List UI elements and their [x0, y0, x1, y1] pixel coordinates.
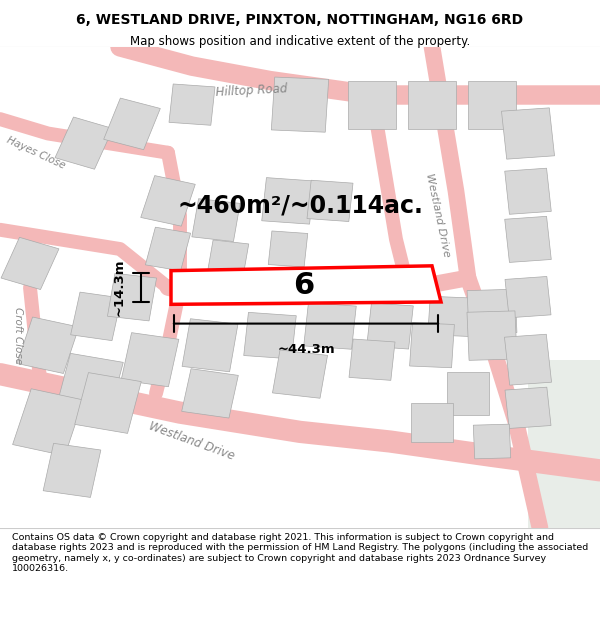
Text: ~44.3m: ~44.3m — [277, 343, 335, 356]
Polygon shape — [55, 117, 113, 169]
Polygon shape — [367, 303, 413, 349]
Polygon shape — [447, 372, 489, 415]
Polygon shape — [17, 317, 79, 374]
Polygon shape — [145, 227, 191, 271]
Polygon shape — [349, 339, 395, 381]
Polygon shape — [1, 238, 59, 289]
Text: Map shows position and indicative extent of the property.: Map shows position and indicative extent… — [130, 35, 470, 48]
Polygon shape — [57, 353, 123, 414]
Polygon shape — [104, 98, 160, 149]
Polygon shape — [505, 216, 551, 262]
Polygon shape — [348, 81, 396, 129]
Polygon shape — [43, 443, 101, 498]
Polygon shape — [505, 387, 551, 429]
Polygon shape — [262, 177, 314, 224]
Text: Hilltop Road: Hilltop Road — [216, 82, 288, 99]
Polygon shape — [468, 81, 516, 129]
Polygon shape — [182, 319, 238, 372]
Text: Hayes Close: Hayes Close — [5, 135, 67, 171]
Polygon shape — [408, 81, 456, 129]
FancyBboxPatch shape — [528, 359, 600, 528]
Polygon shape — [505, 276, 551, 318]
Polygon shape — [467, 289, 517, 334]
Polygon shape — [75, 372, 141, 433]
Polygon shape — [410, 322, 454, 368]
Polygon shape — [268, 231, 308, 267]
Polygon shape — [207, 240, 249, 278]
Polygon shape — [121, 332, 179, 387]
Text: ~14.3m: ~14.3m — [113, 259, 126, 316]
Polygon shape — [244, 312, 296, 359]
Text: ~460m²/~0.114ac.: ~460m²/~0.114ac. — [177, 194, 423, 218]
Polygon shape — [505, 168, 551, 214]
Polygon shape — [428, 296, 472, 336]
Polygon shape — [13, 389, 83, 456]
Text: 6, WESTLAND DRIVE, PINXTON, NOTTINGHAM, NG16 6RD: 6, WESTLAND DRIVE, PINXTON, NOTTINGHAM, … — [76, 13, 524, 27]
Polygon shape — [272, 350, 328, 398]
Polygon shape — [307, 180, 353, 221]
Text: Westland Drive: Westland Drive — [424, 173, 452, 258]
Polygon shape — [171, 266, 441, 304]
Polygon shape — [467, 311, 517, 361]
Polygon shape — [107, 273, 157, 321]
Polygon shape — [502, 108, 554, 159]
Text: Contains OS data © Crown copyright and database right 2021. This information is : Contains OS data © Crown copyright and d… — [12, 533, 588, 573]
Polygon shape — [141, 176, 195, 226]
Polygon shape — [505, 334, 551, 385]
Polygon shape — [192, 199, 240, 241]
Polygon shape — [169, 84, 215, 125]
Polygon shape — [473, 424, 511, 459]
Polygon shape — [411, 403, 453, 441]
Text: Westland Drive: Westland Drive — [148, 420, 236, 463]
Text: Croft Close: Croft Close — [13, 307, 23, 364]
Polygon shape — [182, 369, 238, 418]
Text: 6: 6 — [293, 271, 314, 300]
Polygon shape — [271, 77, 329, 132]
Polygon shape — [304, 302, 356, 349]
Polygon shape — [71, 292, 121, 341]
